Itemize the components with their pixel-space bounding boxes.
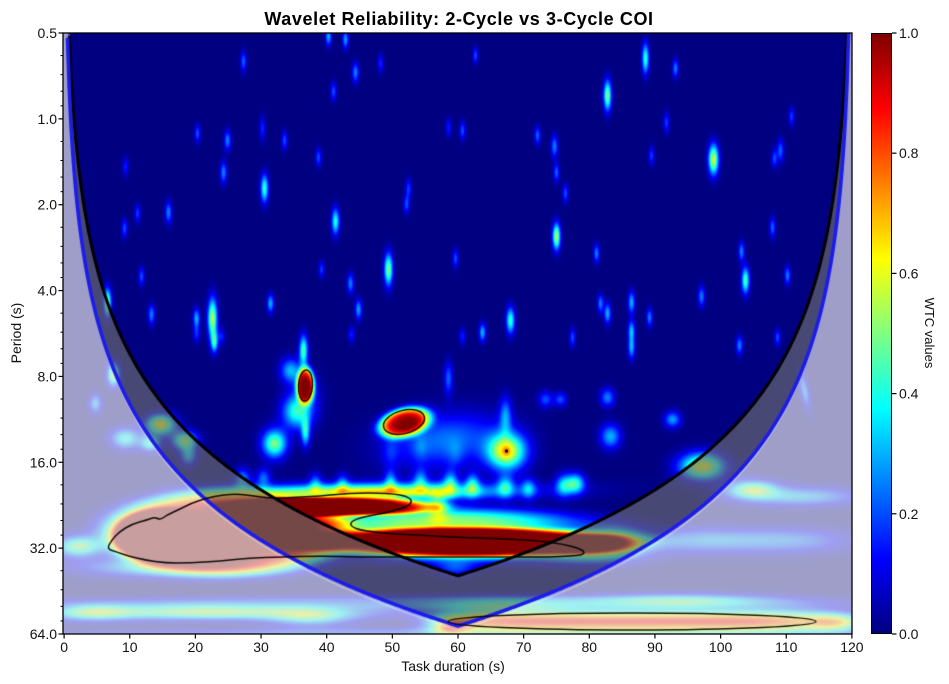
svg-text:90: 90 bbox=[647, 639, 663, 655]
svg-text:60: 60 bbox=[450, 639, 466, 655]
svg-text:4.0: 4.0 bbox=[38, 283, 58, 299]
svg-text:10: 10 bbox=[122, 639, 138, 655]
svg-text:32.0: 32.0 bbox=[30, 540, 57, 556]
svg-text:70: 70 bbox=[516, 639, 532, 655]
svg-text:2.0: 2.0 bbox=[38, 197, 58, 213]
svg-text:30: 30 bbox=[253, 639, 269, 655]
svg-text:120: 120 bbox=[840, 639, 864, 655]
svg-text:Task duration (s): Task duration (s) bbox=[401, 658, 504, 674]
svg-text:110: 110 bbox=[775, 639, 798, 655]
svg-text:0.8: 0.8 bbox=[899, 145, 919, 161]
svg-text:64.0: 64.0 bbox=[30, 626, 57, 642]
svg-text:8.0: 8.0 bbox=[38, 368, 58, 384]
svg-text:1.0: 1.0 bbox=[38, 111, 58, 127]
svg-text:WTC values: WTC values bbox=[922, 298, 937, 369]
svg-text:0.0: 0.0 bbox=[899, 626, 919, 642]
svg-text:0: 0 bbox=[60, 639, 68, 655]
svg-text:40: 40 bbox=[319, 639, 335, 655]
svg-text:20: 20 bbox=[188, 639, 204, 655]
svg-text:0.4: 0.4 bbox=[899, 386, 919, 402]
svg-text:0.2: 0.2 bbox=[899, 506, 919, 522]
svg-text:50: 50 bbox=[385, 639, 401, 655]
svg-text:0.6: 0.6 bbox=[899, 265, 919, 281]
svg-text:80: 80 bbox=[582, 639, 598, 655]
svg-text:100: 100 bbox=[709, 639, 733, 655]
svg-text:Period (s): Period (s) bbox=[8, 303, 24, 364]
svg-text:16.0: 16.0 bbox=[30, 454, 57, 470]
